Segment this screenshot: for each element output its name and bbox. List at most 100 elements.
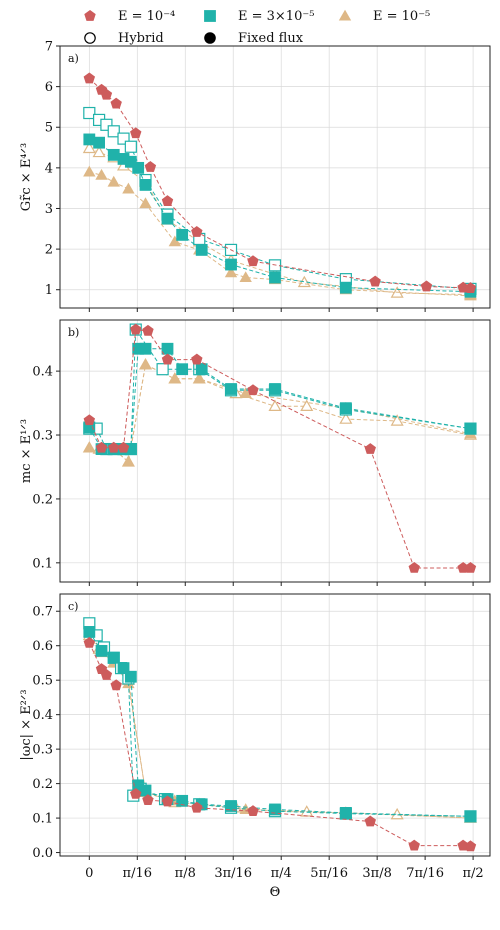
data-point xyxy=(176,794,189,807)
data-point xyxy=(195,363,208,376)
data-point xyxy=(161,795,174,807)
data-point xyxy=(142,324,154,336)
data-point xyxy=(191,226,203,237)
data-point xyxy=(191,353,203,365)
data-point xyxy=(130,127,142,139)
data-point xyxy=(95,644,108,657)
data-point xyxy=(464,561,477,573)
data-point xyxy=(364,443,376,454)
data-point xyxy=(195,244,208,256)
panels: 1 2 3 4 5 6 7 Gr̃c × E⁴ᐟ³ a) 0.1 0.2 0.3 0.4 mc × E¹ᐟ… xyxy=(19,40,491,900)
x-axis-label: Θ xyxy=(270,885,281,900)
legend-style-label-2: Fixed flux xyxy=(238,31,304,46)
panel-label: a) xyxy=(68,52,79,65)
plot-frame xyxy=(59,593,491,857)
y-tick-label: 5 xyxy=(45,121,53,136)
data-point xyxy=(161,212,174,225)
data-point xyxy=(269,803,281,816)
legend-label-1: E = 10⁻⁴ xyxy=(118,9,175,24)
series-E1e-5-hybrid xyxy=(82,358,477,467)
legend-style-marker-2 xyxy=(204,32,216,44)
data-point xyxy=(124,155,137,168)
x-tick-label: 5π/16 xyxy=(310,866,348,881)
series-line xyxy=(89,363,471,463)
x-tick-label: π/8 xyxy=(175,866,196,881)
data-point xyxy=(130,323,142,335)
data-point xyxy=(124,670,137,683)
y-tick-label: 0.3 xyxy=(32,743,53,758)
y-tick-label: 6 xyxy=(45,80,53,95)
data-point xyxy=(191,801,203,813)
data-point xyxy=(269,271,281,284)
data-point xyxy=(297,275,311,288)
legend-marker-1 xyxy=(84,10,96,21)
data-point xyxy=(269,383,281,395)
series-E3e-5-fixed xyxy=(83,133,477,298)
data-point xyxy=(139,179,152,191)
x-tick-label: π/16 xyxy=(123,866,152,881)
series-line xyxy=(88,631,471,817)
data-point xyxy=(117,662,130,675)
data-point xyxy=(420,280,433,292)
data-point xyxy=(95,168,108,180)
series-E1e-4-fixed xyxy=(83,323,477,573)
data-point xyxy=(176,363,189,376)
data-point xyxy=(364,815,376,827)
x-tick-label: 0 xyxy=(85,866,93,881)
data-point xyxy=(117,441,130,453)
data-point xyxy=(408,839,420,851)
panel-a: 1 2 3 4 5 6 7 Gr̃c × E⁴ᐟ³ a) xyxy=(19,40,491,312)
panel-c: 0.0 0.1 0.2 0.3 0.4 0.5 0.6 0.7 0 π/16 π/8 3π/16 π/4… xyxy=(19,593,491,900)
data-point xyxy=(83,441,96,453)
legend: E = 10⁻⁴ E = 3×10⁻⁵ E = 10⁻⁵ Hybrid Fixed fl… xyxy=(84,9,430,46)
data-point xyxy=(107,148,120,161)
data-point xyxy=(130,787,142,799)
data-point xyxy=(110,97,122,109)
data-point xyxy=(339,402,352,415)
data-point xyxy=(83,72,96,84)
data-point xyxy=(82,141,96,154)
data-point xyxy=(161,353,174,365)
data-point xyxy=(239,271,252,283)
data-point xyxy=(239,387,252,399)
data-point xyxy=(408,561,420,573)
panel-label: b) xyxy=(68,326,79,339)
data-point xyxy=(100,669,113,680)
y-tick-label: 0.4 xyxy=(32,365,53,380)
data-point xyxy=(100,88,113,100)
y-tick-label: 0.1 xyxy=(32,556,53,571)
data-point xyxy=(225,383,237,395)
data-point xyxy=(339,281,352,294)
data-point xyxy=(176,228,189,241)
legend-style-label-1: Hybrid xyxy=(118,31,164,46)
legend-style-marker-1 xyxy=(84,32,96,44)
series-line xyxy=(88,348,471,450)
data-point xyxy=(193,372,206,384)
data-point xyxy=(339,807,352,819)
y-tick-label: 0.4 xyxy=(32,708,53,723)
data-point xyxy=(161,342,174,355)
data-point xyxy=(168,372,182,384)
y-axis-label: mc × E¹ᐟ³ xyxy=(19,419,34,483)
y-tick-label: 0.1 xyxy=(32,812,53,827)
data-point xyxy=(93,136,105,149)
series-E3e-5-fixed xyxy=(83,626,477,823)
x-tick-label: 7π/16 xyxy=(406,866,444,881)
data-point xyxy=(144,161,157,172)
data-point xyxy=(124,140,137,153)
data-point xyxy=(83,165,96,177)
y-tick-label: 0.5 xyxy=(32,674,53,689)
data-point xyxy=(83,636,96,648)
data-point xyxy=(339,412,353,424)
plot-frame xyxy=(59,45,491,309)
data-point xyxy=(247,384,259,396)
y-tick-label: 0.2 xyxy=(32,492,53,507)
data-point xyxy=(139,784,152,797)
y-axis-label: |ωc| × E²ᐟ³ xyxy=(19,689,34,760)
plot-frame xyxy=(59,319,491,583)
legend-marker-3 xyxy=(338,9,352,21)
data-point xyxy=(83,626,96,638)
data-point xyxy=(132,161,145,174)
data-point xyxy=(464,422,477,435)
